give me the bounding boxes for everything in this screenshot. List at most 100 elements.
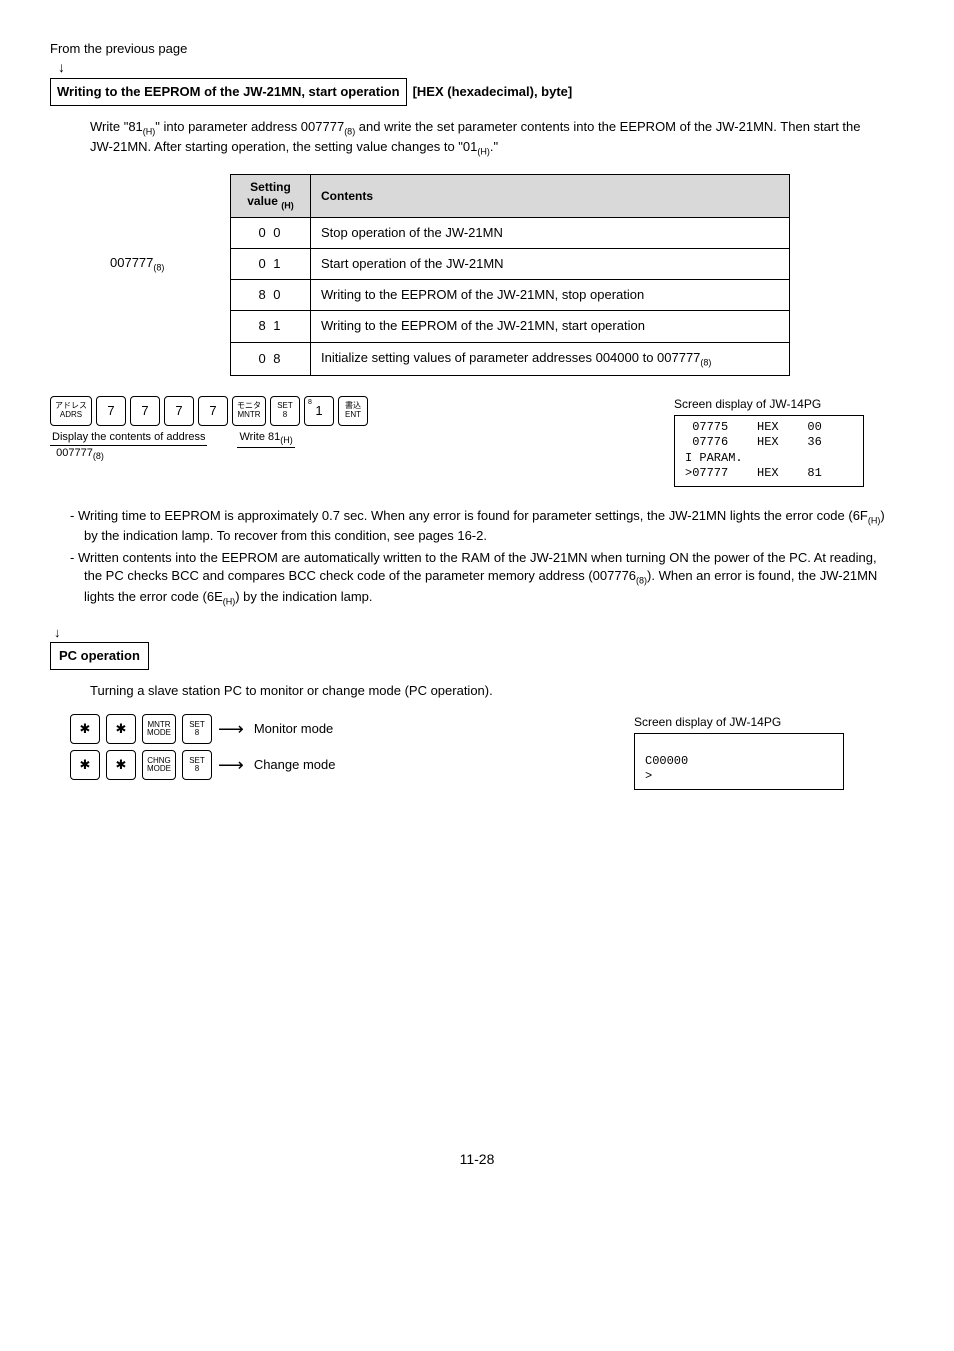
screen1-box: 07775 HEX 00 07776 HEX 36 I PARAM. >0777… bbox=[674, 415, 864, 487]
key-star[interactable]: ✱ bbox=[106, 714, 136, 744]
screen1-wrap: Screen display of JW-14PG 07775 HEX 00 0… bbox=[674, 396, 864, 487]
s2l2: > bbox=[645, 769, 652, 783]
cap-b-pre: Write 81 bbox=[239, 431, 280, 443]
cell-sv: 0 8 bbox=[231, 342, 311, 375]
p1d: ." bbox=[490, 139, 498, 154]
cap-a-pre: Display the contents of address bbox=[52, 431, 205, 443]
cell-sv: 8 0 bbox=[231, 280, 311, 311]
k-1: 1 bbox=[315, 402, 322, 420]
cell-c: Start operation of the JW-21MN bbox=[311, 249, 790, 280]
mode-rows: ✱ ✱ MNTRMODE SET8 ⟶ Monitor mode ✱ ✱ CHN… bbox=[50, 714, 335, 786]
key-star[interactable]: ✱ bbox=[106, 750, 136, 780]
key-7[interactable]: 7 bbox=[164, 396, 194, 426]
pcop-paragraph: Turning a slave station PC to monitor or… bbox=[90, 682, 864, 700]
n2sub8: (8) bbox=[636, 576, 647, 586]
note-1: - Writing time to EEPROM is approximatel… bbox=[84, 507, 894, 545]
screen2-label: Screen display of JW-14PG bbox=[634, 714, 844, 731]
address-label-sub: (8) bbox=[153, 263, 164, 273]
k-adrs-b: ADRS bbox=[60, 411, 82, 419]
address-label-text: 007777 bbox=[110, 255, 153, 270]
k-set-b: 8 bbox=[283, 411, 287, 419]
keyseq-left: アドレスADRS 7 7 7 7 モニタMNTR SET8 81 書込ENT D… bbox=[50, 396, 368, 463]
address-label: 007777(8) bbox=[110, 174, 230, 274]
p1-subH2: (H) bbox=[477, 147, 490, 157]
notes-block: - Writing time to EEPROM is approximatel… bbox=[70, 507, 894, 608]
monitor-mode-row: ✱ ✱ MNTRMODE SET8 ⟶ Monitor mode bbox=[70, 714, 335, 744]
key-set[interactable]: SET8 bbox=[182, 750, 212, 780]
arrow-right-icon: ⟶ bbox=[218, 717, 244, 742]
screen1-label: Screen display of JW-14PG bbox=[674, 396, 864, 413]
monitor-mode-label: Monitor mode bbox=[254, 720, 333, 738]
ks2-b: 8 bbox=[195, 765, 199, 773]
k-ent-b: ENT bbox=[345, 411, 361, 419]
n2c: ) by the indication lamp. bbox=[235, 589, 372, 604]
cell-c: Stop operation of the JW-21MN bbox=[311, 217, 790, 248]
s1l2: 07776 HEX 36 bbox=[685, 435, 822, 449]
th-sv-a: Setting bbox=[250, 180, 291, 194]
table-row: 0 0Stop operation of the JW-21MN bbox=[231, 217, 790, 248]
key-mntr[interactable]: モニタMNTR bbox=[232, 396, 266, 426]
table-row: 8 0Writing to the EEPROM of the JW-21MN,… bbox=[231, 280, 790, 311]
cap-b: Write 81(H) bbox=[237, 430, 294, 448]
th-setting-value: Setting value (H) bbox=[231, 175, 311, 217]
table-row: 0 8 Initialize setting values of paramete… bbox=[231, 342, 790, 375]
key-ent[interactable]: 書込ENT bbox=[338, 396, 368, 426]
cell-c-a: Initialize setting values of parameter a… bbox=[321, 350, 700, 365]
table-row: 0 1Start operation of the JW-21MN bbox=[231, 249, 790, 280]
n2subH: (H) bbox=[223, 596, 236, 606]
cap-a-sub: (8) bbox=[93, 451, 104, 461]
change-mode-label: Change mode bbox=[254, 756, 336, 774]
key-star[interactable]: ✱ bbox=[70, 714, 100, 744]
cell-c: Writing to the EEPROM of the JW-21MN, st… bbox=[311, 311, 790, 342]
s2l1: C00000 bbox=[645, 754, 688, 768]
table-row: 8 1Writing to the EEPROM of the JW-21MN,… bbox=[231, 311, 790, 342]
key-sequence: アドレスADRS 7 7 7 7 モニタMNTR SET8 81 書込ENT bbox=[50, 396, 368, 426]
pcop-block: ✱ ✱ MNTRMODE SET8 ⟶ Monitor mode ✱ ✱ CHN… bbox=[50, 714, 844, 790]
key-mntr-mode[interactable]: MNTRMODE bbox=[142, 714, 176, 744]
s1l1: 07775 HEX 00 bbox=[685, 420, 822, 434]
cap-a-addr: 007777 bbox=[56, 447, 93, 459]
settings-table: Setting value (H) Contents 0 0Stop opera… bbox=[230, 174, 790, 375]
kc-b: MODE bbox=[147, 765, 171, 773]
cap-a: Display the contents of address bbox=[50, 430, 207, 446]
key-7[interactable]: 7 bbox=[96, 396, 126, 426]
cell-sv: 8 1 bbox=[231, 311, 311, 342]
caption-display: Display the contents of address 007777(8… bbox=[50, 430, 207, 463]
p1-sub8-1: (8) bbox=[344, 127, 355, 137]
k-mntr-b: MNTR bbox=[237, 411, 260, 419]
key-star[interactable]: ✱ bbox=[70, 750, 100, 780]
note-2: - Written contents into the EEPROM are a… bbox=[84, 549, 894, 608]
change-mode-row: ✱ ✱ CHNGMODE SET8 ⟶ Change mode bbox=[70, 750, 335, 780]
n1a: - Writing time to EEPROM is approximatel… bbox=[70, 508, 868, 523]
pc-operation-heading: PC operation bbox=[50, 642, 149, 670]
s1l4: >07777 HEX 81 bbox=[685, 466, 822, 480]
screen2-box: C00000 > bbox=[634, 733, 844, 790]
key-adrs[interactable]: アドレスADRS bbox=[50, 396, 92, 426]
caption-write: Write 81(H) bbox=[237, 430, 294, 463]
section-heading-1: Writing to the EEPROM of the JW-21MN, st… bbox=[50, 78, 904, 106]
k-1-sup: 8 bbox=[308, 398, 312, 408]
intro-paragraph: Write "81 (H) " into parameter address 007… bbox=[90, 118, 864, 158]
key-set[interactable]: SET8 bbox=[270, 396, 300, 426]
settings-block: 007777(8) Setting value (H) Contents 0 0… bbox=[110, 174, 904, 375]
prev-page-text: From the previous page bbox=[50, 41, 187, 56]
p1a: Write "81 bbox=[90, 119, 143, 134]
screen2-wrap: Screen display of JW-14PG C00000 > bbox=[634, 714, 844, 790]
cell-c-sub: (8) bbox=[700, 357, 711, 367]
page-number: 11-28 bbox=[50, 1150, 904, 1170]
cell-sv: 0 0 bbox=[231, 217, 311, 248]
key-1[interactable]: 81 bbox=[304, 396, 334, 426]
th-sv-sub: (H) bbox=[281, 200, 294, 210]
key-chng-mode[interactable]: CHNGMODE bbox=[142, 750, 176, 780]
key-set[interactable]: SET8 bbox=[182, 714, 212, 744]
key-7[interactable]: 7 bbox=[130, 396, 160, 426]
key-captions: Display the contents of address 007777(8… bbox=[50, 430, 368, 463]
section-heading-2-wrap: PC operation bbox=[50, 642, 904, 682]
cell-sv: 0 1 bbox=[231, 249, 311, 280]
arrow-right-icon: ⟶ bbox=[218, 753, 244, 778]
p1b: " into parameter address 007777 bbox=[155, 119, 344, 134]
prev-page-line: From the previous page ↓ bbox=[50, 40, 904, 78]
key-7[interactable]: 7 bbox=[198, 396, 228, 426]
heading-suffix: [HEX (hexadecimal), byte] bbox=[413, 83, 573, 101]
cap-b-sub: (H) bbox=[280, 435, 293, 445]
